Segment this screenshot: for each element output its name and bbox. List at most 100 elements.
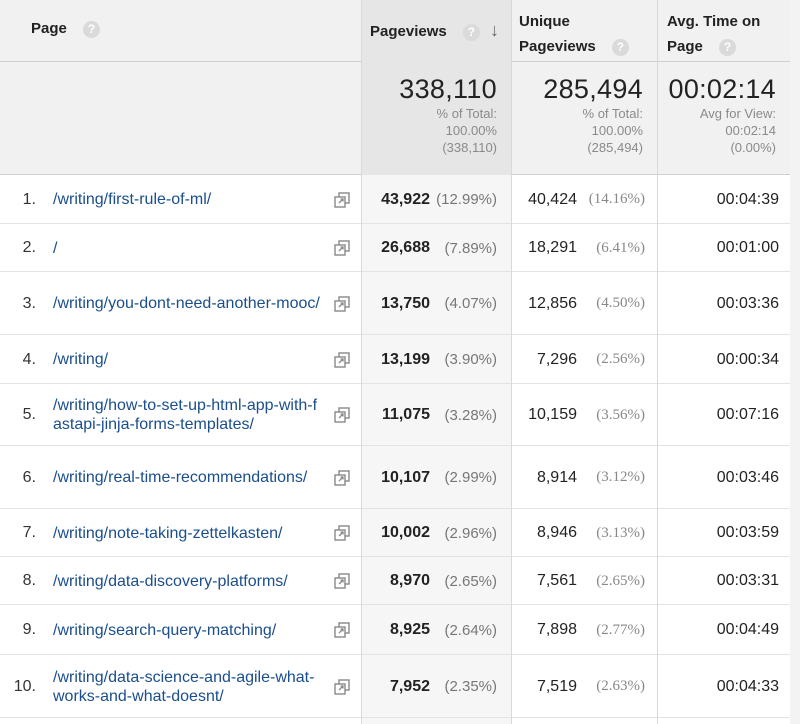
unique-pageviews-value: 7,519 bbox=[536, 677, 577, 695]
avg-time-value: 00:03:36 bbox=[716, 294, 779, 312]
open-external-icon[interactable] bbox=[333, 605, 351, 655]
unique-pageviews-percent: (14.16%) bbox=[588, 191, 645, 207]
row-number: 3. bbox=[22, 294, 36, 312]
page-path-link[interactable]: /writing/you-dont-need-another-mooc/ bbox=[53, 295, 320, 312]
help-icon[interactable]: ? bbox=[611, 38, 629, 56]
total-unique-count: (285,494) bbox=[587, 140, 643, 155]
row-number: 5. bbox=[22, 406, 36, 423]
pageviews-value: 8,970 bbox=[389, 572, 430, 589]
unique-pageviews-percent: (3.12%) bbox=[596, 469, 645, 485]
unique-pageviews-column-header[interactable]: Unique Pageviews ? bbox=[519, 9, 629, 59]
unique-pageviews-percent: (4.50%) bbox=[596, 295, 645, 311]
help-icon[interactable]: ? bbox=[462, 23, 480, 41]
row-divider bbox=[0, 556, 800, 557]
help-icon[interactable]: ? bbox=[83, 20, 101, 38]
total-avg-time: 00:02:14 Avg for View: 00:02:14 (0.00%) bbox=[657, 74, 790, 156]
pageviews-value: 43,922 bbox=[381, 190, 430, 208]
page-path-link[interactable]: /writing/data-discovery-platforms/ bbox=[53, 572, 288, 590]
unique-pageviews-value: 8,914 bbox=[536, 468, 577, 486]
total-unique-pageviews: 285,494 % of Total: 100.00% (285,494) bbox=[511, 74, 657, 156]
row-number: 9. bbox=[22, 621, 36, 638]
pageviews-value: 10,002 bbox=[381, 524, 430, 541]
unique-pageviews-percent: (2.56%) bbox=[596, 351, 645, 367]
open-external-icon[interactable] bbox=[333, 384, 351, 446]
avg-time-value: 00:04:33 bbox=[716, 677, 779, 695]
avg-time-header-label-line1: Avg. Time on bbox=[667, 13, 761, 30]
totals-pageviews-bg bbox=[362, 62, 511, 175]
page-path-link[interactable]: /writing/note-taking-zettelkasten/ bbox=[53, 524, 283, 542]
open-external-icon[interactable] bbox=[333, 509, 351, 557]
avg-time-header-label-line2: Page bbox=[667, 38, 703, 55]
row-number: 8. bbox=[22, 572, 36, 589]
open-external-icon[interactable] bbox=[333, 655, 351, 718]
open-external-icon[interactable] bbox=[333, 175, 351, 224]
row-number: 2. bbox=[22, 239, 36, 256]
pageviews-value: 13,750 bbox=[381, 294, 430, 312]
avg-time-value: 00:03:31 bbox=[716, 572, 779, 589]
page-path-link[interactable]: / bbox=[53, 239, 58, 257]
avg-time-value: 00:07:16 bbox=[716, 406, 779, 423]
row-divider bbox=[0, 383, 800, 384]
page-header-label: Page bbox=[31, 20, 67, 37]
unique-pageviews-percent: (3.13%) bbox=[596, 524, 645, 541]
open-external-icon[interactable] bbox=[333, 224, 351, 272]
open-external-icon[interactable] bbox=[333, 335, 351, 384]
page-path-link[interactable]: /writing/how-to-set-up-html-app-with-fas… bbox=[53, 397, 318, 433]
total-unique-pct: 100.00% bbox=[591, 123, 643, 138]
pageviews-header-sorted-bg bbox=[362, 0, 511, 62]
unique-pageviews-percent: (3.56%) bbox=[596, 406, 645, 423]
row-number: 10. bbox=[13, 677, 36, 695]
unique-pageviews-value: 12,856 bbox=[528, 294, 577, 312]
pageviews-percent: (2.35%) bbox=[444, 678, 497, 695]
pageviews-percent: (2.64%) bbox=[444, 621, 497, 639]
unique-pageviews-value: 18,291 bbox=[528, 239, 577, 256]
page-path-link[interactable]: /writing/data-science-and-agile-what-wor… bbox=[53, 668, 315, 705]
unique-pageviews-percent: (2.65%) bbox=[596, 572, 645, 589]
page-path-link[interactable]: /writing/ bbox=[53, 351, 109, 368]
open-external-icon[interactable] bbox=[333, 446, 351, 509]
total-unique-caption: % of Total: bbox=[582, 106, 643, 121]
pageviews-value: 13,199 bbox=[381, 350, 430, 368]
row-number: 4. bbox=[22, 350, 36, 368]
row-divider bbox=[0, 717, 800, 718]
row-number: 6. bbox=[22, 468, 36, 486]
sort-descending-icon[interactable]: ↓ bbox=[490, 20, 499, 40]
pageviews-percent: (2.96%) bbox=[444, 524, 497, 542]
help-icon[interactable]: ? bbox=[719, 38, 737, 56]
unique-pageviews-percent: (2.63%) bbox=[596, 678, 645, 694]
right-edge bbox=[790, 0, 800, 724]
pageviews-percent: (2.65%) bbox=[444, 572, 497, 590]
unique-pageviews-value: 7,296 bbox=[536, 350, 577, 368]
unique-pageviews-percent: (2.77%) bbox=[596, 621, 645, 638]
pageviews-percent: (3.28%) bbox=[444, 406, 497, 424]
unique-pageviews-value: 8,946 bbox=[536, 524, 577, 541]
pageviews-value: 7,952 bbox=[389, 677, 430, 695]
total-pageviews-value: 338,110 bbox=[399, 74, 497, 104]
pageviews-value: 26,688 bbox=[381, 239, 430, 256]
total-avg-time-caption: Avg for View: bbox=[699, 106, 776, 121]
avg-time-value: 00:01:00 bbox=[716, 239, 779, 256]
page-path-link[interactable]: /writing/search-query-matching/ bbox=[53, 621, 277, 639]
pageviews-percent: (4.07%) bbox=[444, 295, 497, 312]
total-pageviews-caption: % of Total: bbox=[436, 106, 497, 121]
avg-time-value: 00:03:59 bbox=[716, 524, 779, 541]
pageviews-percent: (3.90%) bbox=[444, 351, 497, 368]
page-column-header[interactable]: Page ? bbox=[31, 20, 101, 38]
open-external-icon[interactable] bbox=[333, 272, 351, 335]
unique-header-label-line1: Unique bbox=[519, 13, 570, 30]
row-divider bbox=[0, 445, 800, 446]
page-path-link[interactable]: /writing/first-rule-of-ml/ bbox=[53, 191, 212, 208]
row-divider bbox=[0, 508, 800, 509]
total-pageviews-count: (338,110) bbox=[442, 140, 497, 155]
pageviews-column-bg bbox=[362, 175, 511, 724]
total-avg-time-view: 00:02:14 bbox=[725, 123, 776, 138]
row-number: 7. bbox=[22, 524, 36, 541]
row-divider bbox=[0, 604, 800, 605]
avg-time-column-header[interactable]: Avg. Time on Page ? bbox=[667, 9, 760, 59]
row-divider bbox=[0, 223, 800, 224]
open-external-icon[interactable] bbox=[333, 557, 351, 605]
page-path-link[interactable]: /writing/real-time-recommendations/ bbox=[53, 469, 308, 486]
avg-time-value: 00:00:34 bbox=[716, 350, 779, 368]
pageviews-column-header[interactable]: Pageviews ? ↓ bbox=[370, 20, 510, 41]
avg-time-value: 00:04:49 bbox=[716, 621, 779, 638]
